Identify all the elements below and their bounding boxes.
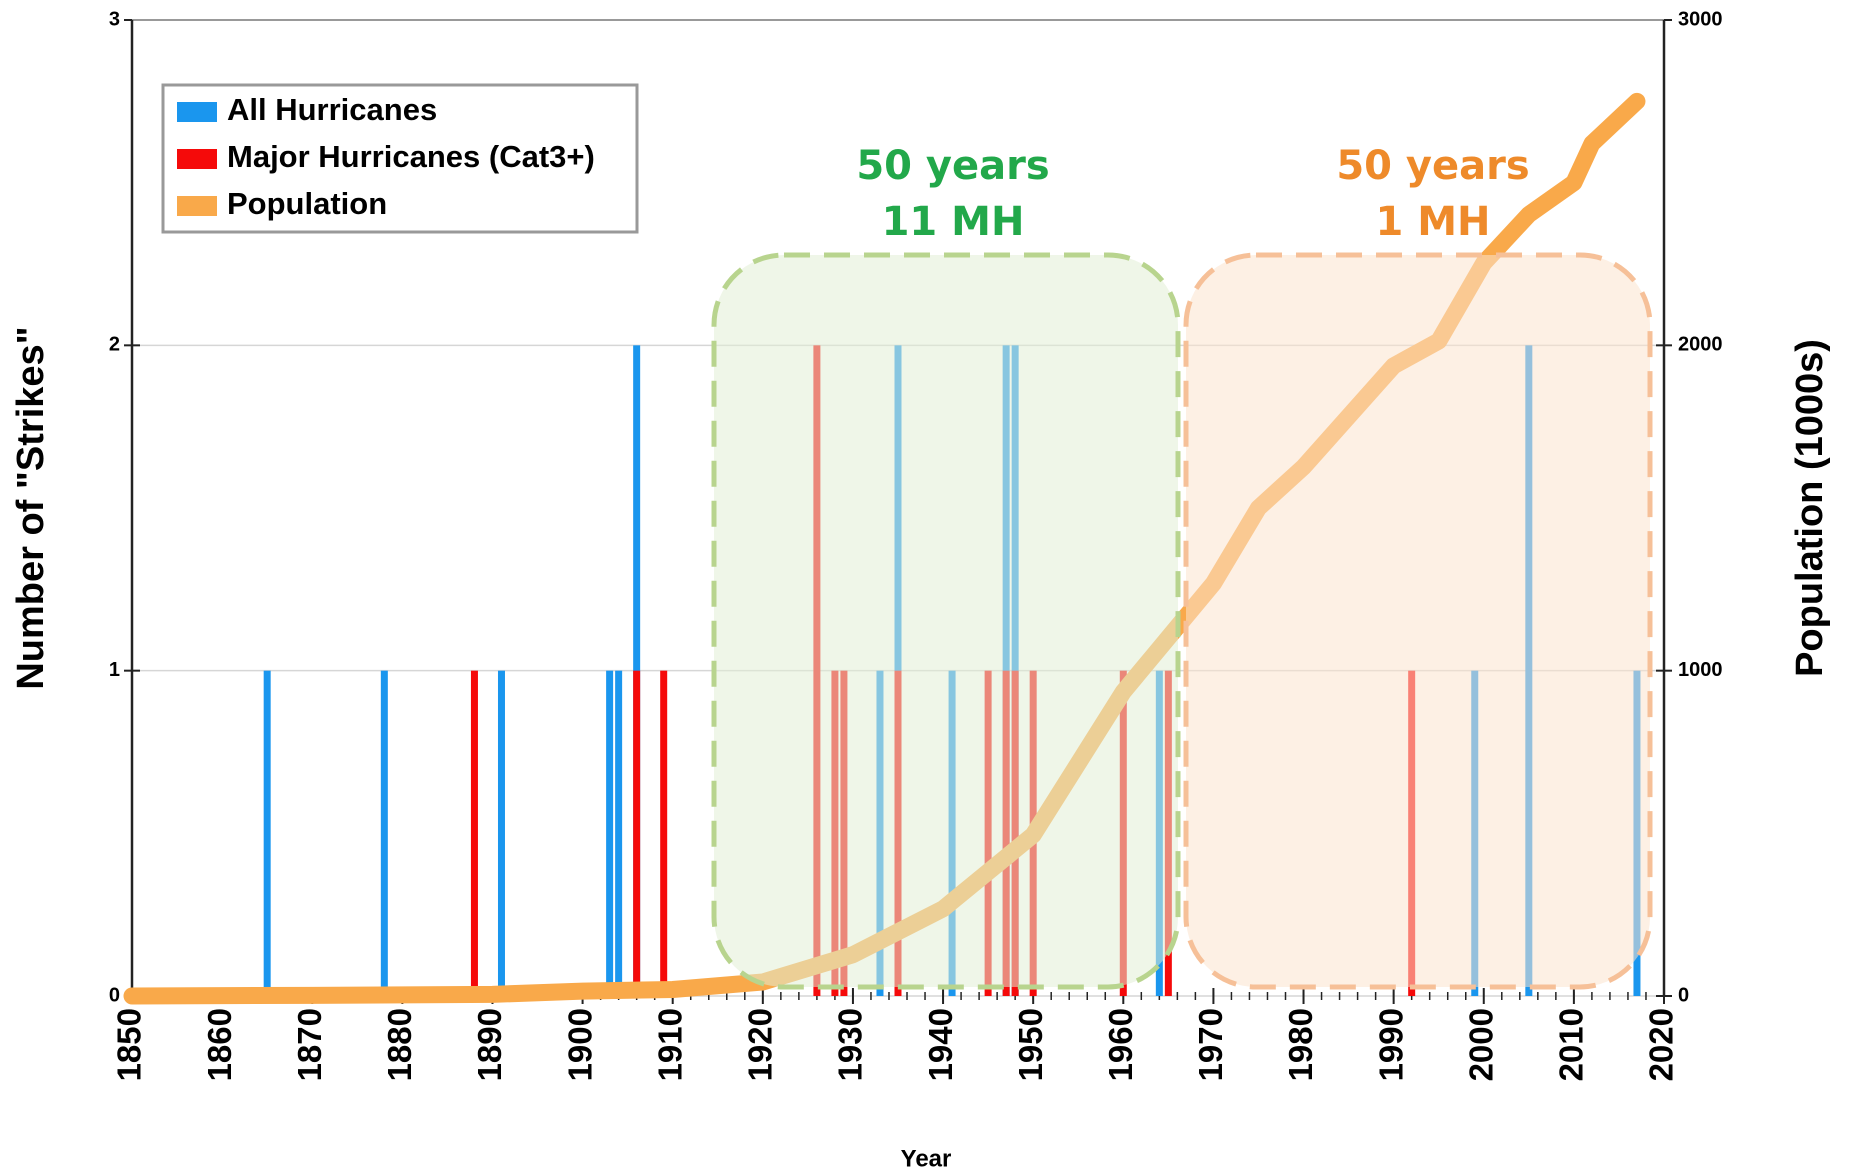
bar bbox=[606, 670, 614, 996]
legend-label: All Hurricanes bbox=[227, 92, 437, 127]
bar bbox=[633, 345, 641, 996]
y2-axis-label: Population (1000s) bbox=[1789, 339, 1831, 677]
x-tick-label: 2000 bbox=[1462, 1008, 1499, 1081]
legend-label: Population bbox=[227, 186, 387, 221]
annotation: 1 MH bbox=[1375, 199, 1490, 245]
bar bbox=[660, 670, 668, 996]
y-tick-label: 0 bbox=[109, 984, 120, 1006]
y2-tick-label: 2000 bbox=[1678, 334, 1723, 356]
x-tick-label: 1930 bbox=[832, 1008, 869, 1081]
highlight-box bbox=[711, 252, 1181, 990]
legend-swatch bbox=[177, 196, 217, 216]
legend-swatch bbox=[177, 149, 217, 169]
x-axis-label: Year bbox=[901, 1145, 952, 1172]
y-tick-label: 3 bbox=[109, 8, 120, 30]
bar bbox=[263, 670, 271, 996]
bar bbox=[615, 670, 623, 996]
annotation: 50 years bbox=[856, 143, 1049, 189]
annotation: 50 years bbox=[1336, 143, 1529, 189]
x-tick-label: 1890 bbox=[471, 1008, 508, 1081]
x-tick-label: 1900 bbox=[561, 1008, 598, 1081]
x-tick-label: 1950 bbox=[1012, 1008, 1049, 1081]
x-tick-label: 1860 bbox=[201, 1008, 238, 1081]
y-tick-label: 2 bbox=[109, 334, 120, 356]
y2-tick-label: 0 bbox=[1678, 984, 1689, 1006]
bar bbox=[380, 670, 388, 996]
x-tick-label: 2020 bbox=[1643, 1008, 1680, 1081]
y-axis-label: Number of "Strikes" bbox=[10, 326, 52, 689]
bar bbox=[633, 670, 641, 996]
y2-tick-label: 1000 bbox=[1678, 659, 1723, 681]
annotation: 11 MH bbox=[882, 199, 1025, 245]
x-tick-label: 1910 bbox=[651, 1008, 688, 1081]
x-tick-label: 1940 bbox=[922, 1008, 959, 1081]
bar bbox=[497, 670, 505, 996]
y-tick-label: 1 bbox=[109, 659, 120, 681]
x-tick-label: 1960 bbox=[1102, 1008, 1139, 1081]
legend-swatch bbox=[177, 102, 217, 122]
legend-box bbox=[161, 83, 639, 234]
highlight-box bbox=[1183, 252, 1653, 990]
x-tick-label: 1990 bbox=[1372, 1008, 1409, 1081]
x-tick-label: 1870 bbox=[291, 1008, 328, 1081]
legend-label: Major Hurricanes (Cat3+) bbox=[227, 139, 595, 174]
x-tick-label: 1880 bbox=[381, 1008, 418, 1081]
bar bbox=[470, 670, 478, 996]
x-tick-label: 1850 bbox=[111, 1008, 148, 1081]
x-tick-label: 1970 bbox=[1192, 1008, 1229, 1081]
x-tick-label: 1920 bbox=[742, 1008, 779, 1081]
x-tick-label: 2010 bbox=[1553, 1008, 1590, 1081]
y2-tick-label: 3000 bbox=[1678, 8, 1723, 30]
x-tick-label: 1980 bbox=[1282, 1008, 1319, 1081]
